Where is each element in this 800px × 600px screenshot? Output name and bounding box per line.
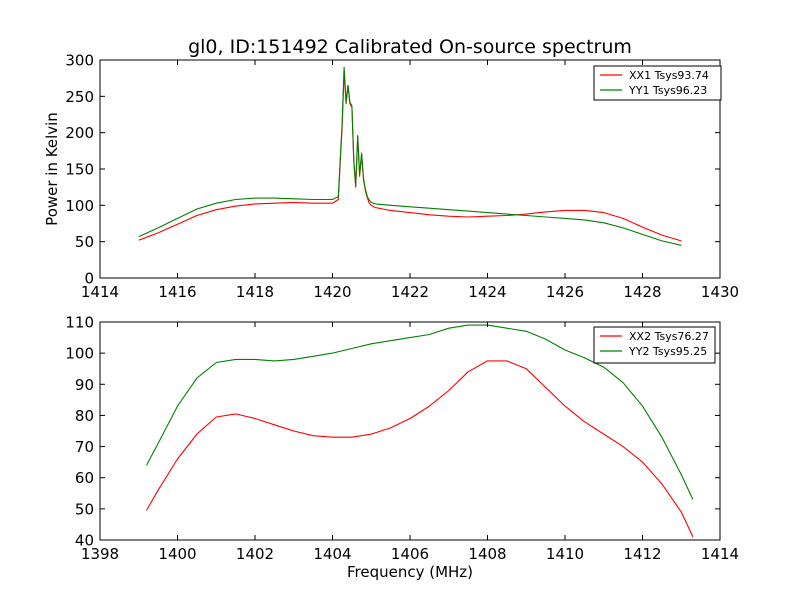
x-tick-label: 1416 [158, 283, 196, 301]
x-tick-label: 1418 [236, 283, 274, 301]
legend-label: YY2 Tsys95.25 [628, 345, 707, 358]
x-tick-label: 1426 [546, 283, 584, 301]
x-tick-label: 1422 [391, 283, 429, 301]
legend-label: XX2 Tsys76.27 [629, 330, 709, 343]
y-tick-label: 100 [65, 345, 94, 363]
x-tick-label: 1420 [313, 283, 351, 301]
x-tick-label: 1406 [391, 545, 429, 563]
chart-bottom: 1398 1400 1402 1404 1406 1408 1410 1412 1414 40 50… [65, 314, 739, 582]
y-tick-label: 250 [65, 88, 94, 106]
x-tick-label: 1408 [468, 545, 506, 563]
y-tick-label: 70 [75, 438, 94, 456]
y-tick-label: 300 [65, 52, 94, 70]
legend: XX2 Tsys76.27 YY2 Tsys95.25 [593, 326, 716, 364]
x-tick-label: 1412 [623, 545, 661, 563]
y-tick-label: 90 [75, 376, 94, 394]
x-tick-label: 1402 [236, 545, 274, 563]
y-tick-label: 100 [65, 197, 94, 215]
y-tick-label: 0 [84, 270, 94, 288]
series-line-yy1 [138, 66, 682, 246]
x-axis-label: Frequency (MHz) [347, 563, 473, 581]
y-tick-label: 40 [75, 532, 94, 550]
y-tick-label: 150 [65, 161, 94, 179]
x-tick-label: 1430 [701, 283, 739, 301]
x-tick-label: 1404 [313, 545, 351, 563]
y-tick-label: 50 [75, 233, 94, 251]
y-tick-label: 200 [65, 124, 94, 142]
series-line-xx2 [146, 360, 694, 538]
legend-label: YY1 Tsys96.23 [628, 84, 707, 97]
x-tick-label: 1424 [468, 283, 506, 301]
y-axis-label: Power in Kelvin [43, 112, 61, 226]
legend-label: XX1 Tsys93.74 [629, 69, 709, 82]
x-tick-label: 1400 [158, 545, 196, 563]
x-tick-label: 1398 [81, 545, 119, 563]
series-line-yy2 [146, 324, 694, 500]
y-tick-label: 110 [65, 314, 94, 332]
legend: XX1 Tsys93.74 YY1 Tsys96.23 [593, 65, 722, 101]
y-tick-label: 60 [75, 469, 94, 487]
x-tick-label: 1414 [701, 545, 739, 563]
legend-box [593, 65, 722, 101]
legend-box [593, 326, 716, 364]
x-tick-label: 1414 [81, 283, 119, 301]
x-tick-label: 1410 [546, 545, 584, 563]
chart-top: 1414 1416 1418 1420 1422 1424 1426 1428 1430 0 50 1… [43, 36, 739, 301]
y-tick-label: 80 [75, 407, 94, 425]
x-tick-label: 1428 [623, 283, 661, 301]
y-tick-label: 50 [75, 500, 94, 518]
chart-title: gl0, ID:151492 Calibrated On-source spec… [188, 36, 632, 58]
